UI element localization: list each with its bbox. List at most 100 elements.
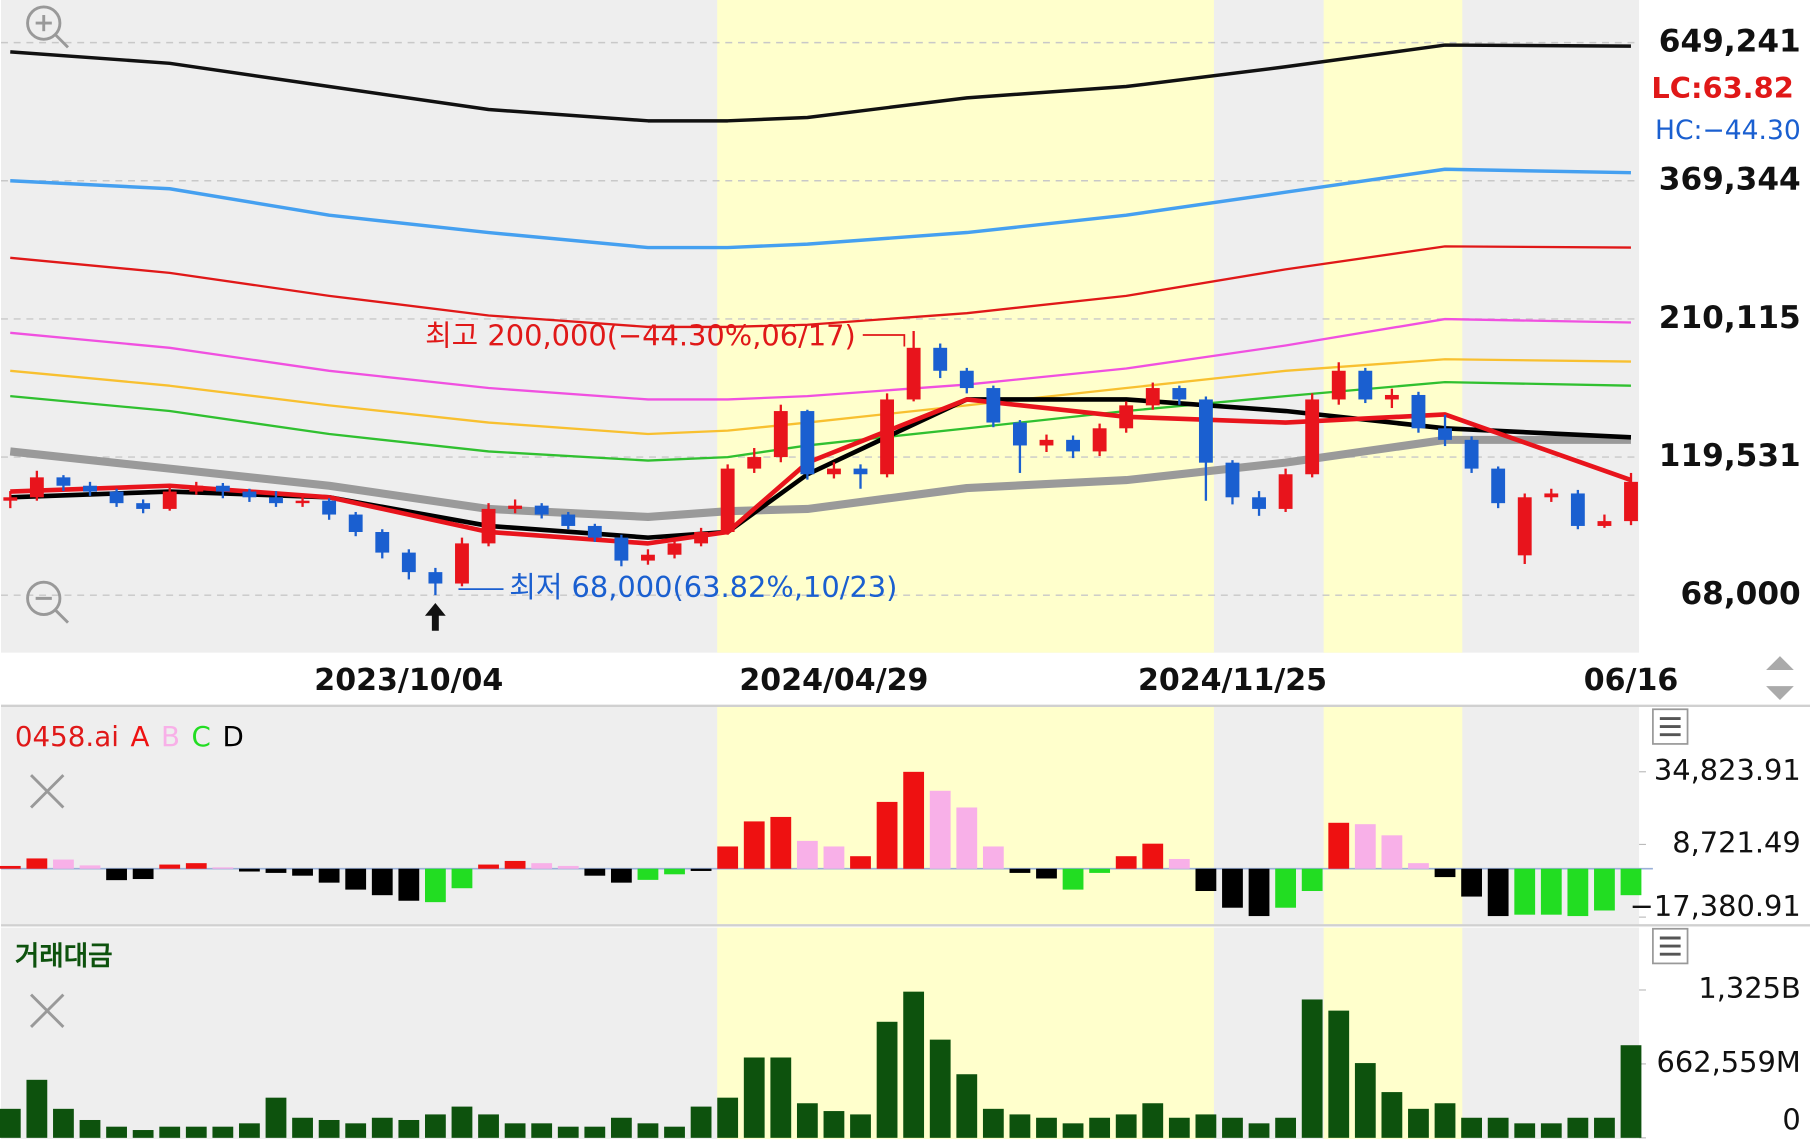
bar <box>1514 1123 1536 1138</box>
bar <box>610 1117 632 1138</box>
indicator-legend: 0458.ai A B C D <box>15 720 244 753</box>
zoom-in[interactable] <box>26 5 70 49</box>
bar <box>1275 868 1297 908</box>
zoom-out[interactable] <box>26 580 70 624</box>
bar <box>929 790 951 869</box>
candle-body <box>1225 462 1240 498</box>
bar <box>1408 1108 1429 1138</box>
bar <box>159 1126 181 1138</box>
bar <box>1168 1117 1190 1138</box>
bar <box>1062 868 1084 890</box>
y-tick-label: 1,325B <box>1698 971 1800 1005</box>
volume-menu[interactable] <box>1652 927 1689 965</box>
annotations: 최고 200,000(−44.30%,06/17) 최저 68,000(63.8… <box>424 71 1801 631</box>
bar <box>1195 868 1217 892</box>
close-indicator[interactable] <box>30 774 65 809</box>
bar <box>770 1057 792 1138</box>
bar <box>1115 1114 1137 1138</box>
candle-body <box>1066 439 1080 452</box>
candle-body <box>269 497 283 504</box>
x-tick-label: 2023/10/04 <box>314 663 503 698</box>
period-band <box>717 0 1214 653</box>
bar <box>796 1103 818 1138</box>
bar <box>637 868 659 880</box>
bar <box>1567 868 1589 917</box>
bar <box>212 1126 234 1138</box>
bar <box>743 821 765 869</box>
x-tick-label: 2024/04/29 <box>739 663 928 698</box>
bar <box>1036 1117 1057 1138</box>
bar <box>664 868 685 875</box>
candle-body <box>1358 370 1373 400</box>
close-volume[interactable] <box>30 993 65 1028</box>
bar <box>1115 856 1137 869</box>
bar <box>451 868 473 889</box>
candle-body <box>508 505 523 509</box>
bar <box>1089 868 1111 873</box>
candle-body <box>641 554 655 561</box>
volume-title: 거래대금 <box>15 941 113 972</box>
bar <box>318 1119 340 1138</box>
x-tick-label: 2024/11/25 <box>1138 663 1327 698</box>
candle-body <box>375 531 390 553</box>
bar <box>26 858 48 869</box>
bar <box>371 868 393 896</box>
candle-body <box>1570 493 1585 526</box>
candle-body <box>694 531 709 544</box>
candle-body <box>1172 388 1187 400</box>
bar <box>185 1126 207 1138</box>
bar <box>1142 1103 1164 1138</box>
bar <box>903 991 925 1138</box>
y-tick-label: 662,559M <box>1657 1045 1801 1079</box>
bar <box>1594 868 1615 911</box>
bar <box>1540 1123 1562 1138</box>
candle-body <box>1384 394 1399 400</box>
bar <box>1062 1123 1084 1138</box>
bar <box>584 868 606 876</box>
indicator-title: 0458.ai <box>15 720 119 753</box>
bar <box>1222 1117 1243 1138</box>
bar <box>557 865 579 869</box>
candle-body <box>906 347 921 400</box>
bar <box>982 846 1004 869</box>
bar <box>956 807 978 869</box>
bar <box>239 868 260 872</box>
candle-body <box>1331 370 1346 400</box>
grid <box>1 41 1646 1139</box>
bar <box>1434 1103 1456 1138</box>
bar <box>531 863 553 869</box>
bar <box>53 1108 74 1138</box>
bar <box>796 840 818 869</box>
bar <box>929 1039 951 1138</box>
low-annotation: 최저 68,000(63.82%,10/23) <box>509 570 897 604</box>
legend-entry: A <box>130 720 149 753</box>
candle-body <box>1145 388 1160 406</box>
bar <box>557 1126 579 1138</box>
bar <box>1009 1114 1031 1138</box>
candle-body <box>587 525 602 538</box>
candle-body <box>1198 399 1213 463</box>
indicator-menu[interactable] <box>1652 708 1689 745</box>
y-tick-label: 8,721.49 <box>1672 825 1801 859</box>
bar <box>26 1079 48 1138</box>
candle-body <box>933 347 948 371</box>
scroll-arrows[interactable] <box>1766 656 1794 701</box>
bar <box>850 1114 871 1138</box>
candle-body <box>561 514 576 526</box>
bar <box>637 1123 659 1138</box>
candle-body <box>773 411 788 458</box>
bar <box>79 865 101 869</box>
candle-body <box>1305 399 1320 475</box>
candle-body <box>109 491 124 504</box>
bar <box>1089 1117 1111 1138</box>
candle-body <box>1039 439 1054 446</box>
bar <box>106 868 127 881</box>
candle-body <box>189 485 204 492</box>
bar <box>1328 1010 1350 1138</box>
bar <box>876 801 898 869</box>
candle-body <box>242 491 257 498</box>
bar <box>1434 868 1456 878</box>
bar <box>292 868 313 876</box>
bar <box>1354 1063 1376 1138</box>
